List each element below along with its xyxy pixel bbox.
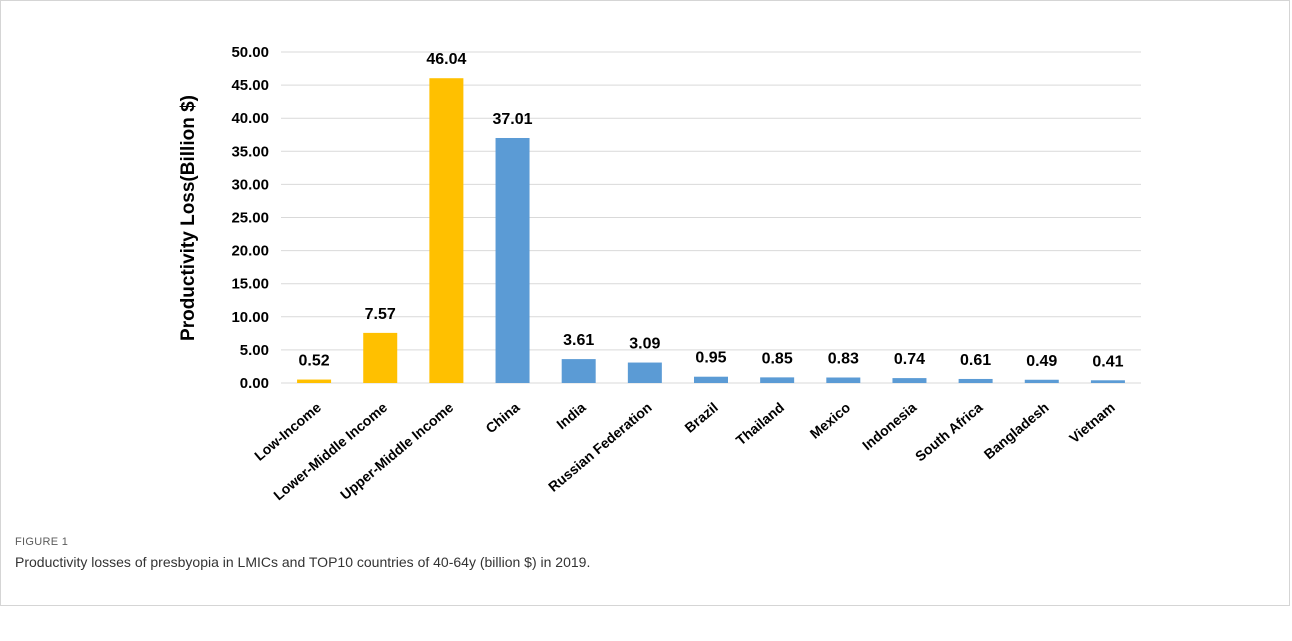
value-label: 37.01 — [493, 111, 533, 128]
value-label: 0.49 — [1026, 353, 1057, 370]
x-tick-label: Thailand — [733, 399, 787, 448]
y-tick-labels: 0.00 5.00 10.00 15.00 20.00 25.00 30.00 35.00 40… — [231, 44, 269, 392]
figure-label: FIGURE 1 — [15, 536, 69, 548]
value-label: 7.57 — [365, 306, 396, 323]
value-label: 0.52 — [299, 353, 330, 370]
bar — [627, 362, 662, 383]
y-tick-label: 0.00 — [240, 375, 269, 392]
value-label: 0.95 — [695, 350, 726, 367]
x-tick-label: India — [553, 399, 588, 432]
x-tick-label: Upper-Middle Income — [337, 399, 456, 501]
y-tick-label: 40.00 — [231, 110, 269, 127]
value-label: 46.04 — [426, 51, 466, 68]
bar — [363, 332, 398, 383]
x-tick-label: Bangladesh — [981, 399, 1052, 462]
bar — [892, 378, 927, 383]
value-label: 0.85 — [762, 350, 793, 367]
y-tick-label: 20.00 — [231, 243, 269, 260]
y-tick-label: 45.00 — [231, 77, 269, 94]
value-label: 3.61 — [563, 332, 594, 349]
bar — [561, 359, 596, 383]
y-tick-label: 15.00 — [231, 276, 269, 293]
value-label: 0.61 — [960, 352, 991, 369]
bar — [760, 377, 795, 383]
figure-caption: Productivity losses of presbyopia in LMI… — [15, 554, 591, 570]
x-tick-label: South Africa — [912, 399, 986, 465]
y-tick-label: 5.00 — [240, 342, 269, 359]
bar — [429, 78, 464, 383]
bar-chart: 0.00 5.00 10.00 15.00 20.00 25.00 30.00 35.00 40… — [178, 44, 1141, 503]
value-label: 0.74 — [894, 351, 925, 368]
x-tick-label: Mexico — [807, 399, 854, 442]
bar — [1024, 379, 1059, 383]
x-tick-label: Vietnam — [1066, 399, 1118, 446]
value-label: 0.41 — [1092, 353, 1123, 370]
figure-panel: 0.00 5.00 10.00 15.00 20.00 25.00 30.00 35.00 40… — [0, 0, 1290, 606]
x-tick-label: China — [482, 399, 522, 436]
x-tick-label: Indonesia — [859, 399, 920, 453]
y-tick-label: 30.00 — [231, 176, 269, 193]
x-tick-label: Brazil — [681, 399, 720, 436]
bar — [495, 137, 530, 383]
y-axis-label: Productivity Loss(Billion $) — [178, 95, 199, 341]
y-tick-label: 35.00 — [231, 143, 269, 160]
bar — [297, 379, 332, 383]
value-label: 3.09 — [629, 336, 660, 353]
bars — [297, 78, 1125, 383]
x-tick-label: Lower-Middle Income — [270, 399, 390, 501]
grid-layer — [281, 51, 1141, 384]
chart-area: 0.00 5.00 10.00 15.00 20.00 25.00 30.00 35.00 40… — [161, 26, 1161, 503]
y-tick-label: 10.00 — [231, 309, 269, 326]
y-tick-label: 50.00 — [231, 44, 269, 61]
value-label: 0.83 — [828, 351, 859, 368]
bar — [958, 378, 993, 383]
bar — [694, 376, 728, 383]
y-tick-label: 25.00 — [231, 210, 269, 227]
value-labels: 0.52 7.57 46.04 37.01 3.61 3.09 0.95 0.85 0.83 0.… — [299, 51, 1124, 370]
bar — [826, 377, 861, 383]
bar — [1090, 380, 1125, 383]
